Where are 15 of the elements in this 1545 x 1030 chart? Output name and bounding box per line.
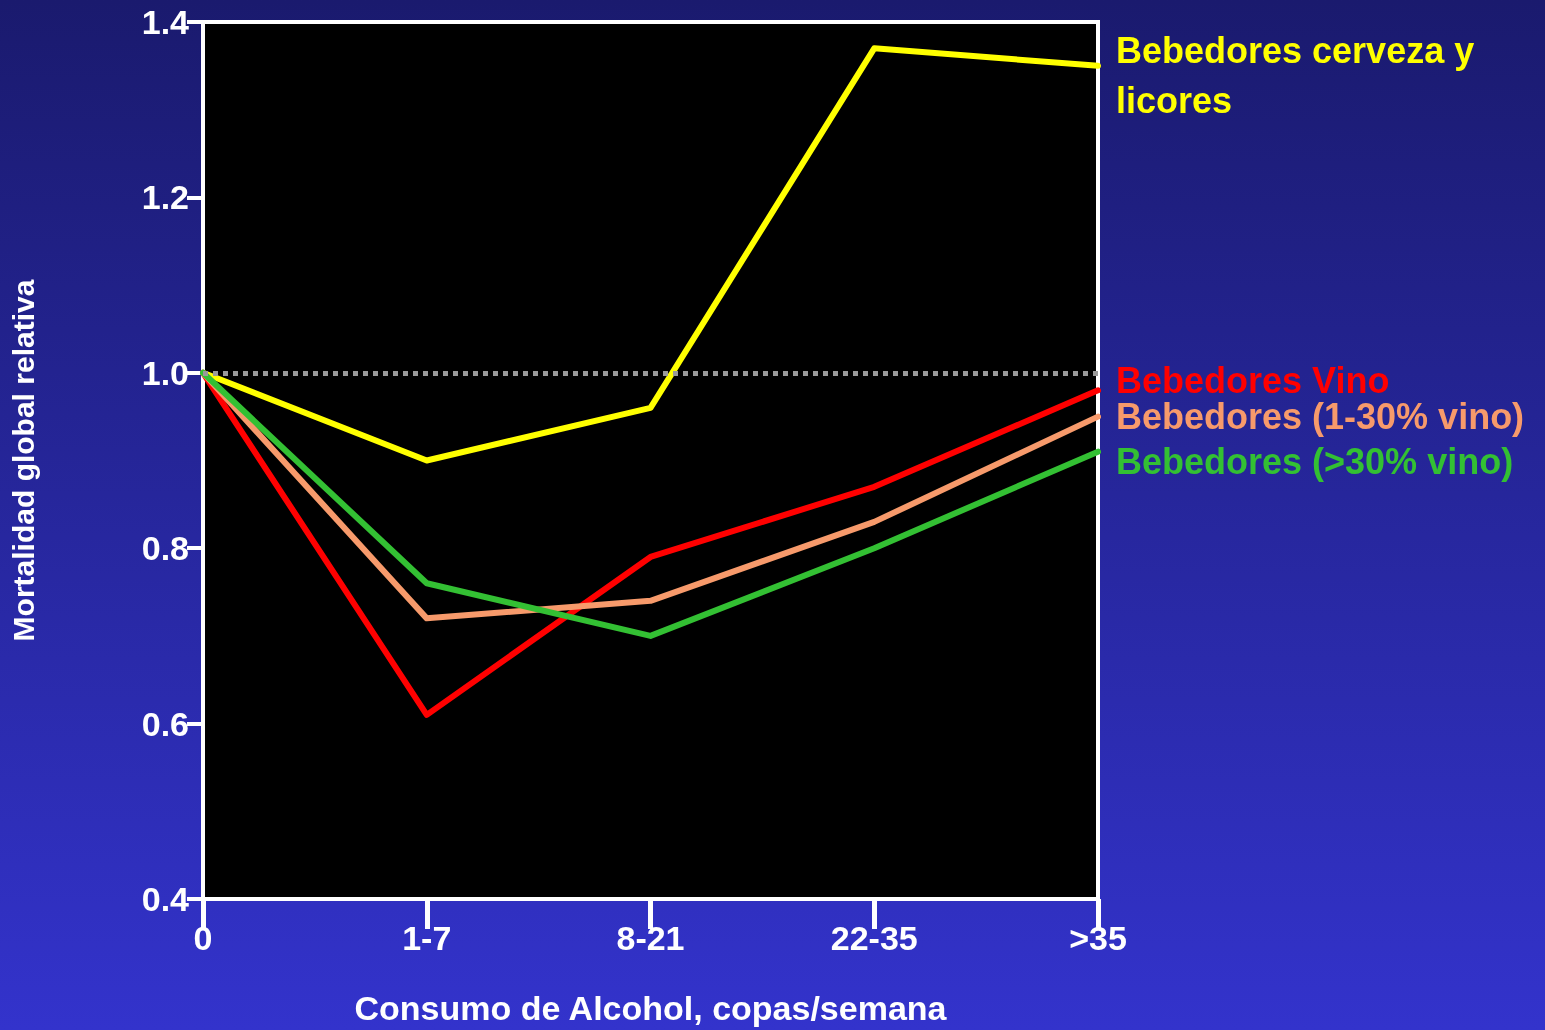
y-axis-title: Mortalidad global relativa xyxy=(6,279,40,642)
x-tick-label: 0 xyxy=(193,919,213,957)
y-tick-label: 0.6 xyxy=(141,704,189,743)
y-tick-label: 1.2 xyxy=(141,178,189,217)
x-axis-title: Consumo de Alcohol, copas/semana xyxy=(354,989,948,1027)
x-tick-label: 22-35 xyxy=(830,919,918,957)
series-label: Bebedores cerveza y licores xyxy=(1116,30,1485,122)
y-tick-label: 1.0 xyxy=(141,353,189,392)
series-label: Bebedores (>30% vino) xyxy=(1116,441,1514,483)
y-tick-label: 0.4 xyxy=(141,880,190,918)
x-tick-label: >35 xyxy=(1069,919,1127,957)
x-tick-label: 1-7 xyxy=(402,919,452,957)
y-tick-label: 0.8 xyxy=(141,529,189,568)
x-tick-label: 8-21 xyxy=(616,919,685,957)
y-tick-label: 1.4 xyxy=(141,3,190,41)
